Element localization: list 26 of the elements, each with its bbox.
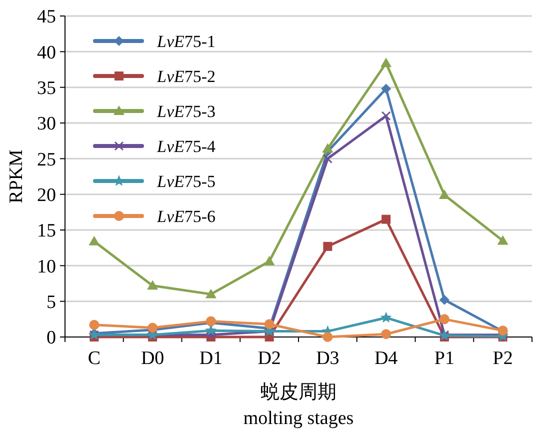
x-tick-label: D0 [140, 348, 164, 369]
y-tick-label: 5 [46, 292, 56, 313]
x-tick-label: D1 [199, 348, 223, 369]
y-tick-label: 30 [37, 114, 56, 135]
legend-label: LvE75-1 [156, 32, 216, 51]
x-axis-title: 蜕皮周期 molting stages [243, 381, 354, 429]
y-tick-label: 20 [37, 184, 56, 206]
x-tick-label: D2 [258, 348, 281, 369]
legend-label: LvE75-2 [156, 66, 216, 86]
x-tick-label: P1 [434, 348, 454, 369]
y-tick-label: 0 [46, 328, 56, 349]
y-tick-label: 15 [37, 220, 56, 242]
y-tick-label: 40 [37, 42, 56, 64]
x-tick-label: C [88, 348, 101, 369]
y-tick-label: 25 [37, 149, 56, 170]
x-tick-label: D4 [374, 348, 398, 369]
x-tick-label: D3 [316, 348, 340, 369]
legend-label: LvE75-6 [156, 206, 216, 226]
y-tick-label: 10 [37, 256, 56, 278]
legend-label: LvE75-3 [156, 102, 216, 121]
x-tick-label: P2 [492, 348, 513, 369]
legend-label: LvE75-5 [156, 172, 216, 191]
y-tick-label: 35 [37, 78, 56, 99]
legend-label: LvE75-4 [156, 136, 216, 156]
y-tick-label: 45 [37, 6, 56, 28]
y-axis-title: RPKM [6, 149, 27, 204]
